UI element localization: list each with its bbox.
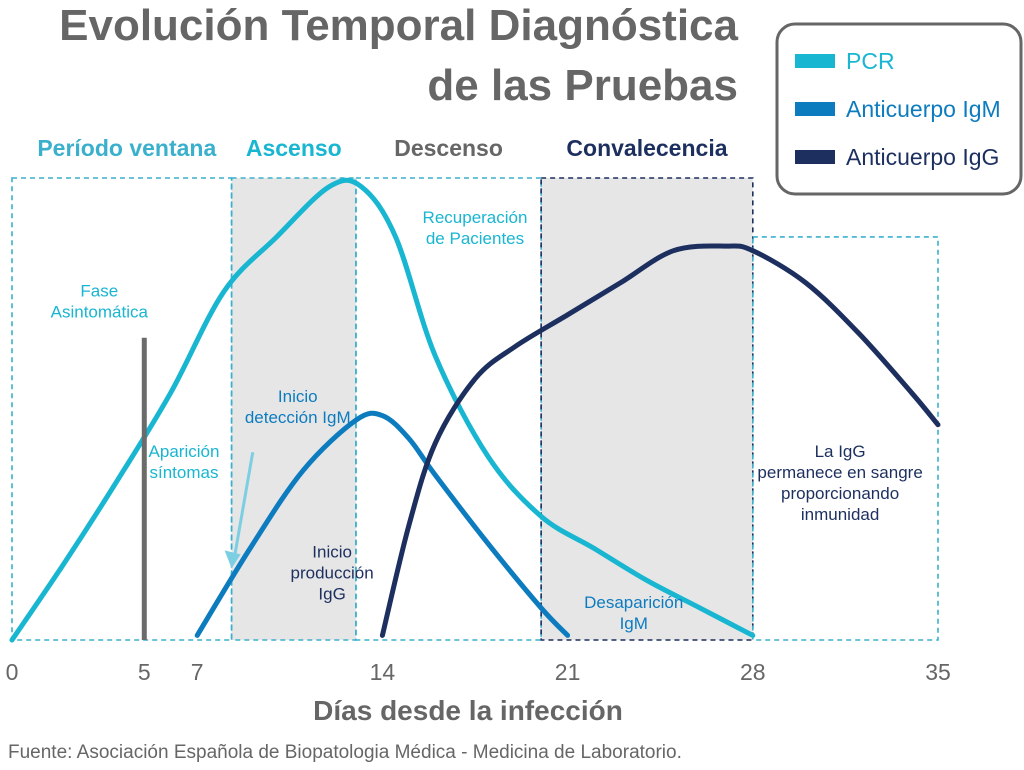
phase-label-1: Ascenso (246, 135, 342, 161)
phase-shade-1 (231, 178, 356, 640)
phase-shade-3 (541, 178, 753, 640)
x-tick-35: 35 (925, 659, 951, 685)
markers (141, 337, 255, 640)
series-line-0 (9, 177, 756, 643)
x-tick-0: 0 (6, 659, 19, 685)
annotation-line: Desaparición (584, 593, 683, 612)
igm-arrow-shaft (233, 451, 255, 557)
x-axis-label: Días desde la infección (313, 695, 623, 726)
annotation-1: Aparición síntomas (149, 442, 220, 482)
phase-guide-0 (11, 177, 233, 641)
chart-title-line-2: de las Pruebas (427, 61, 738, 110)
x-tick-28: 28 (740, 659, 766, 685)
phase-guide-4 (751, 236, 939, 641)
legend-swatch-1 (795, 102, 835, 116)
legend-swatch-0 (795, 54, 835, 68)
series-line-2 (379, 243, 941, 638)
series-line-1 (194, 410, 571, 638)
annotation-line: producción (291, 564, 374, 583)
annotation-0: Fase Asintomática (51, 282, 149, 322)
legend-box (775, 22, 1023, 196)
annotation-line: inmunidad (801, 505, 879, 524)
phase-label-3: Convalecencia (566, 135, 727, 161)
phase-label-0: Período ventana (37, 135, 216, 161)
x-tick-14: 14 (370, 659, 396, 685)
phase-guide-3 (540, 177, 754, 641)
annotation-2: Inicio detección IgM (245, 387, 351, 427)
x-tick-21: 21 (555, 659, 581, 685)
igm-arrow-head (224, 550, 241, 569)
annotation-line: Fase (80, 282, 118, 301)
annotations: Fase Asintomática Aparición síntomas Inicio d… (51, 208, 923, 633)
phase-shading (231, 178, 753, 640)
chart-title-line-1: Evolución Temporal Diagnóstica (59, 1, 738, 50)
annotation-line: Asintomática (51, 303, 149, 322)
series-lines (9, 177, 941, 643)
annotation-3: Recuperación de Pacientes (423, 208, 528, 248)
annotation-line: permanece en sangre (757, 463, 922, 482)
legend-swatch-2 (795, 150, 835, 164)
annotation-line: Recuperación (423, 208, 528, 227)
annotation-line: Aparición (149, 442, 220, 461)
annotation-line: detección IgM (245, 408, 351, 427)
annotation-line: Inicio (278, 387, 318, 406)
legend: PCR Anticuerpo IgM Anticuerpo IgG (775, 22, 1023, 196)
x-axis-ticks: 0 5 7 14 21 28 35 (6, 659, 951, 685)
phase-guides (11, 177, 939, 641)
phase-label-2: Descenso (394, 135, 503, 161)
annotation-line: de Pacientes (426, 229, 524, 248)
annotation-line: IgM (620, 614, 648, 633)
annotation-6: La IgG permanece en sangre proporcionando i… (757, 442, 922, 524)
legend-label-1: Anticuerpo IgM (846, 96, 1001, 122)
annotation-line: proporcionando (781, 484, 899, 503)
x-tick-7: 7 (191, 659, 204, 685)
phase-labels: Período ventana Ascenso Descenso Convalecen… (37, 135, 727, 161)
x-tick-5: 5 (138, 659, 151, 685)
source-note: Fuente: Asociación Española de Biopatolo… (8, 742, 682, 763)
annotation-line: La IgG (815, 442, 866, 461)
annotation-5: Desaparición IgM (584, 593, 683, 633)
legend-label-2: Anticuerpo IgG (846, 144, 999, 170)
legend-label-0: PCR (846, 48, 895, 74)
annotation-line: Inicio (312, 543, 352, 562)
annotation-4: Inicio producción IgG (291, 543, 374, 604)
annotation-line: IgG (318, 585, 345, 604)
annotation-line: síntomas (149, 463, 218, 482)
